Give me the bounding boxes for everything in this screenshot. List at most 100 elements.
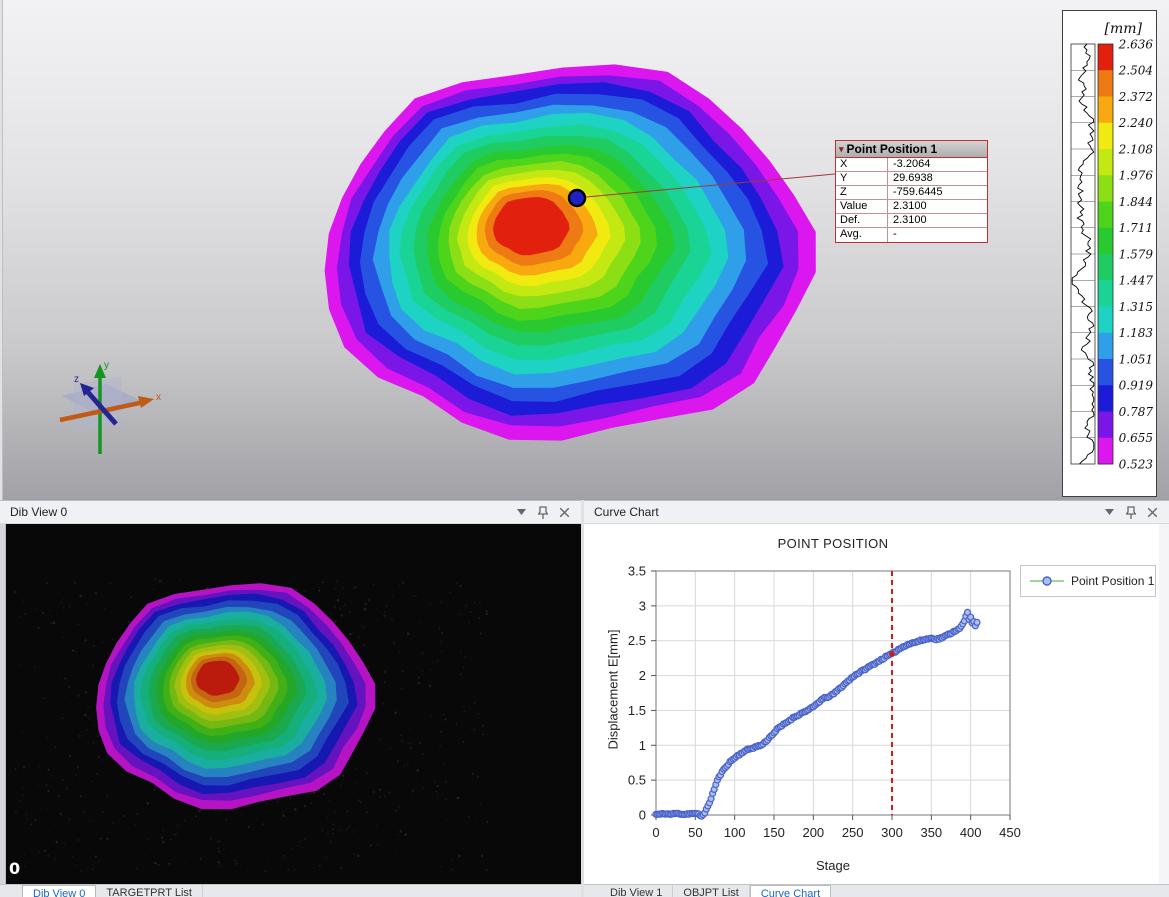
z-axis-label: z bbox=[74, 374, 79, 385]
svg-text:1.5: 1.5 bbox=[628, 703, 646, 718]
svg-text:0.787: 0.787 bbox=[1119, 405, 1154, 419]
displacement-contour-blob bbox=[324, 64, 816, 441]
pin-icon[interactable] bbox=[538, 505, 548, 519]
tooltip-row-value: 2.3100 bbox=[893, 214, 927, 226]
close-icon[interactable] bbox=[1148, 507, 1157, 517]
tab-objpt-list[interactable]: OBJPT List bbox=[673, 885, 750, 897]
tooltip-title: Point Position 1 bbox=[846, 142, 938, 156]
svg-text:1.051: 1.051 bbox=[1119, 352, 1153, 366]
chevron-down-icon[interactable] bbox=[517, 509, 526, 515]
tooltip-header[interactable]: ▾ Point Position 1 bbox=[836, 141, 987, 158]
svg-text:1.711: 1.711 bbox=[1119, 221, 1153, 235]
tab-targetprt-list[interactable]: TARGETPRT List bbox=[96, 885, 203, 897]
svg-text:400: 400 bbox=[960, 825, 982, 840]
tooltip-row-label: Avg. bbox=[836, 228, 888, 242]
tooltip-leader-line bbox=[585, 173, 836, 198]
svg-text:2.636: 2.636 bbox=[1118, 37, 1154, 51]
curve-chart-area: POINT POSITION Displacement E[mm] Stage … bbox=[584, 524, 1169, 884]
tooltip-row-label: Value bbox=[836, 200, 888, 213]
dib-left-edge bbox=[0, 524, 6, 884]
svg-text:50: 50 bbox=[688, 825, 702, 840]
svg-text:2: 2 bbox=[639, 668, 646, 683]
dib-view-panel-title: Dib View 0 bbox=[10, 505, 68, 519]
tooltip-row-label: Y bbox=[836, 172, 888, 185]
svg-text:300: 300 bbox=[881, 825, 903, 840]
svg-text:1.844: 1.844 bbox=[1119, 195, 1153, 209]
tooltip-row-label: Def. bbox=[836, 214, 888, 227]
collapse-triangle-icon[interactable]: ▾ bbox=[839, 144, 844, 154]
tooltip-row: Avg. - bbox=[836, 228, 987, 242]
tooltip-row: Z -759.6445 bbox=[836, 186, 987, 200]
tooltip-row-value: - bbox=[893, 228, 897, 240]
coordinate-triad: x y z bbox=[59, 360, 161, 454]
svg-text:3: 3 bbox=[639, 598, 646, 613]
svg-text:450: 450 bbox=[999, 825, 1021, 840]
chart-title: POINT POSITION bbox=[777, 536, 889, 551]
legend-series-label: Point Position 1 bbox=[1071, 574, 1155, 588]
legend-marker-sample bbox=[1030, 576, 1064, 586]
svg-text:1.976: 1.976 bbox=[1119, 169, 1154, 183]
tooltip-row-label: X bbox=[836, 158, 888, 171]
dib-view-image[interactable]: 0 [mm] 2.6362.5042.3722.2402.1081.9761.8… bbox=[0, 524, 581, 884]
chart-plot-canvas: 0 50 100 150 200 250 300 350 400 450 0 0.5 1 1.5 2 2.5 3… bbox=[628, 564, 1021, 841]
chart-axes: 0 50 100 150 200 250 300 350 400 450 0 0.5 1 1.5 2 2.5 3… bbox=[628, 564, 1021, 841]
curve-chart-panel-header[interactable]: Curve Chart bbox=[584, 500, 1169, 524]
svg-text:2.372: 2.372 bbox=[1118, 90, 1153, 104]
close-icon[interactable] bbox=[560, 507, 569, 517]
legend-unit-label: [mm] bbox=[1104, 21, 1142, 37]
point-position-tooltip[interactable]: ▾ Point Position 1 X -3.2064 Y 29.6938 Z -759… bbox=[835, 140, 988, 243]
panel-splitter[interactable] bbox=[581, 500, 584, 897]
svg-text:1.447: 1.447 bbox=[1119, 274, 1154, 288]
x-axis-arrow bbox=[138, 396, 154, 408]
chevron-down-icon[interactable] bbox=[1105, 509, 1114, 515]
svg-text:100: 100 bbox=[724, 825, 746, 840]
tab-dib-view-1[interactable]: Dib View 1 bbox=[600, 885, 674, 897]
tooltip-row-label: Z bbox=[836, 186, 888, 199]
chart-series bbox=[652, 571, 981, 820]
x-axis-label: x bbox=[156, 392, 161, 403]
color-scale-legend-main: [mm] 2.636 2.504 2.372 2.240 2.108 1.976 1.844… bbox=[1062, 10, 1157, 497]
z-axis bbox=[84, 388, 118, 426]
tooltip-row: X -3.2064 bbox=[836, 158, 987, 172]
svg-text:0.655: 0.655 bbox=[1119, 431, 1153, 445]
svg-text:0.523: 0.523 bbox=[1119, 457, 1154, 471]
svg-text:1.579: 1.579 bbox=[1119, 247, 1154, 261]
camera-image-canvas bbox=[14, 575, 489, 873]
curve-chart-panel-title: Curve Chart bbox=[594, 505, 659, 519]
tab-dib-view-0[interactable]: Dib View 0 bbox=[22, 885, 97, 897]
color-scale-main-canvas: 2.636 2.504 2.372 2.240 2.108 1.976 1.844 1.711… bbox=[1070, 37, 1154, 471]
tooltip-row-value: -759.6445 bbox=[893, 186, 943, 198]
pin-icon[interactable] bbox=[1126, 505, 1136, 519]
svg-text:150: 150 bbox=[763, 825, 785, 840]
camera-contour-overlay bbox=[96, 583, 376, 810]
tooltip-row-value: 2.3100 bbox=[893, 200, 927, 212]
svg-text:0.919: 0.919 bbox=[1119, 379, 1154, 393]
measurement-point-marker[interactable] bbox=[567, 188, 587, 208]
z-axis-arrow bbox=[80, 383, 94, 396]
viewport-left-edge bbox=[0, 0, 3, 500]
dib-view-panel-header[interactable]: Dib View 0 bbox=[0, 500, 581, 524]
chart-legend-box: Point Position 1 bbox=[1020, 565, 1156, 597]
svg-text:1: 1 bbox=[639, 738, 646, 753]
svg-text:250: 250 bbox=[842, 825, 864, 840]
svg-text:0: 0 bbox=[639, 808, 646, 823]
tooltip-row-value: -3.2064 bbox=[893, 158, 931, 170]
tooltip-row: Y 29.6938 bbox=[836, 172, 987, 186]
tooltip-rows: X -3.2064 Y 29.6938 Z -759.6445 Value 2.3100 Def… bbox=[836, 158, 987, 242]
3d-viewport[interactable]: x y z ▾ Point Position 1 X -3.2064 Y 29.693… bbox=[0, 0, 1169, 500]
3d-contour-canvas: x y z bbox=[59, 64, 836, 454]
svg-text:2.240: 2.240 bbox=[1118, 116, 1154, 130]
tab-curve-chart[interactable]: Curve Chart bbox=[749, 885, 832, 897]
dib-panel-tab-bar: Dib View 0 TARGETPRT List bbox=[0, 884, 581, 897]
tooltip-row: Def. 2.3100 bbox=[836, 214, 987, 228]
svg-text:2.504: 2.504 bbox=[1118, 64, 1153, 78]
y-axis-label: y bbox=[104, 360, 109, 371]
stage-number-label: 0 bbox=[9, 859, 21, 878]
y-axis-arrow bbox=[94, 364, 106, 378]
svg-text:350: 350 bbox=[920, 825, 942, 840]
svg-text:1.315: 1.315 bbox=[1119, 300, 1153, 314]
svg-text:0.5: 0.5 bbox=[628, 773, 646, 788]
svg-text:2.108: 2.108 bbox=[1118, 142, 1154, 156]
curve-panel-tab-bar: Dib View 1 OBJPT List Curve Chart bbox=[584, 884, 1169, 897]
